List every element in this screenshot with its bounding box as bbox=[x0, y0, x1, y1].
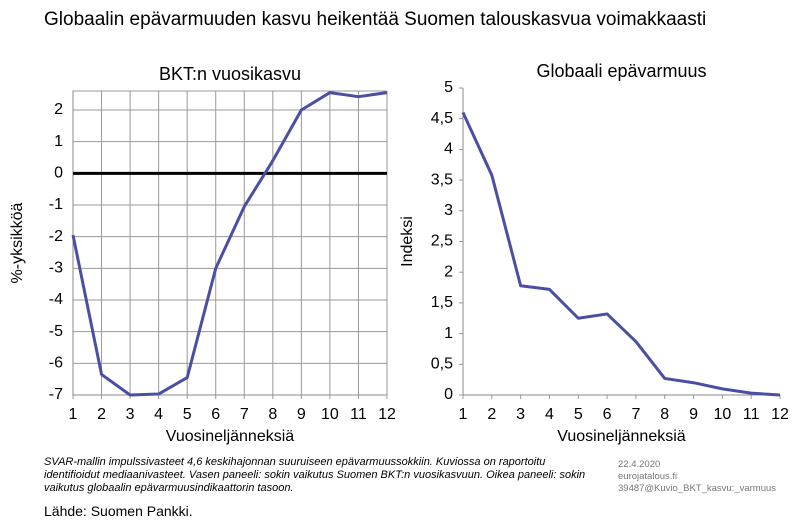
y-tick-label: 4 bbox=[444, 141, 453, 158]
x-tick-label: 2 bbox=[487, 406, 496, 423]
page-title: Globaalin epävarmuuden kasvu heikentää S… bbox=[44, 9, 707, 30]
file-id: 39487@Kuvio_BKT_kasvu:_varmuus bbox=[618, 483, 777, 494]
y-tick-label: 2 bbox=[54, 101, 63, 118]
y-tick-label: -2 bbox=[49, 228, 63, 245]
x-tick-label: 4 bbox=[154, 406, 163, 423]
x-axis-label: Vuosineljänneksiä bbox=[166, 428, 294, 445]
x-tick-label: 12 bbox=[378, 406, 396, 423]
y-axis-label: %-yksikköä bbox=[9, 202, 26, 283]
y-tick-label: 1 bbox=[444, 325, 453, 342]
date: 22.4.2020 bbox=[618, 459, 661, 470]
y-tick-label: 0 bbox=[444, 386, 453, 403]
y-axis-label: Indeksi bbox=[399, 216, 416, 267]
x-tick-label: 7 bbox=[631, 406, 640, 423]
x-tick-label: 5 bbox=[183, 406, 192, 423]
x-tick-label: 2 bbox=[97, 406, 106, 423]
x-tick-label: 5 bbox=[574, 406, 583, 423]
y-tick-label: 4,5 bbox=[431, 110, 453, 127]
y-tick-label: -7 bbox=[49, 386, 63, 403]
footnote: SVAR-mallin impulssivasteet 4,6 keskihaj… bbox=[44, 456, 586, 494]
x-tick-label: 3 bbox=[126, 406, 135, 423]
y-tick-label: 2,5 bbox=[431, 233, 453, 250]
y-tick-label: 1 bbox=[54, 133, 63, 150]
panel-title: Globaali epävarmuus bbox=[536, 61, 706, 81]
x-tick-label: 1 bbox=[459, 406, 468, 423]
x-tick-label: 7 bbox=[240, 406, 249, 423]
x-tick-label: 6 bbox=[603, 406, 612, 423]
x-tick-label: 3 bbox=[516, 406, 525, 423]
y-tick-label: 0,5 bbox=[431, 356, 453, 373]
y-tick-label: 5 bbox=[444, 79, 453, 96]
x-tick-label: 1 bbox=[69, 406, 78, 423]
x-tick-label: 6 bbox=[211, 406, 220, 423]
line-series bbox=[71, 91, 388, 397]
meta: 22.4.2020 eurojatalous.fi 39487@Kuvio_BK… bbox=[618, 459, 776, 495]
y-tick-label: 3 bbox=[444, 202, 453, 219]
x-tick-label: 8 bbox=[660, 406, 669, 423]
x-tick-label: 11 bbox=[743, 406, 760, 423]
y-tick-label: -3 bbox=[49, 260, 63, 277]
site: eurojatalous.fi bbox=[618, 471, 678, 482]
x-tick-label: 11 bbox=[350, 406, 367, 423]
y-tick-label: -5 bbox=[49, 323, 63, 340]
y-tick-label: -4 bbox=[49, 291, 63, 308]
y-tick-label: 0 bbox=[54, 165, 63, 182]
y-tick-label: 2 bbox=[444, 263, 453, 280]
y-tick-label: 1,5 bbox=[431, 294, 453, 311]
y-tick-label: 3,5 bbox=[431, 171, 453, 188]
source: Lähde: Suomen Pankki. bbox=[44, 503, 193, 519]
panel-title: BKT:n vuosikasvu bbox=[159, 64, 301, 84]
x-tick-label: 10 bbox=[321, 406, 339, 423]
x-tick-label: 8 bbox=[268, 406, 277, 423]
plot-frame bbox=[72, 90, 388, 396]
y-tick-label: -6 bbox=[49, 355, 63, 372]
x-tick-label: 12 bbox=[771, 406, 789, 423]
y-tick-label: -1 bbox=[49, 196, 63, 213]
line-series bbox=[461, 111, 781, 397]
x-tick-label: 9 bbox=[689, 406, 698, 423]
x-tick-label: 10 bbox=[713, 406, 731, 423]
x-tick-label: 9 bbox=[297, 406, 306, 423]
x-tick-label: 4 bbox=[545, 406, 554, 423]
x-axis-label: Vuosineljänneksiä bbox=[557, 428, 685, 445]
